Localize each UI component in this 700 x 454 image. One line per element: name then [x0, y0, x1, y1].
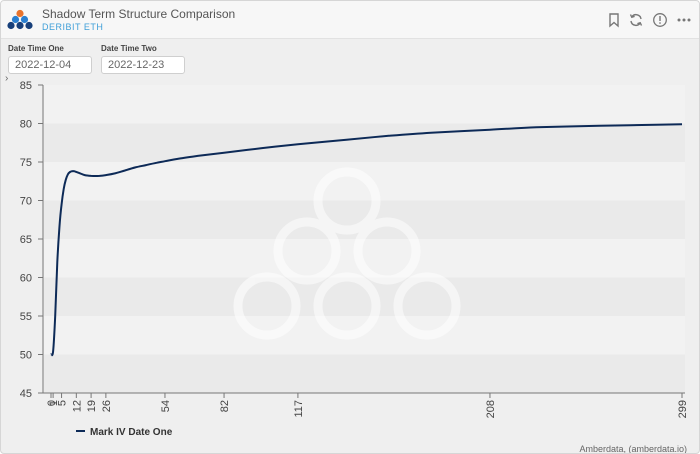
- x-tick-label: 117: [293, 400, 305, 418]
- y-tick-label: 85: [20, 80, 32, 92]
- grid-band: [44, 316, 685, 355]
- x-tick-label: 82: [219, 400, 231, 412]
- legend[interactable]: Mark IV Date One: [76, 427, 173, 438]
- date-one-label: Date Time One: [8, 44, 64, 53]
- y-tick-label: 60: [20, 273, 32, 285]
- x-tick-label: 19: [86, 400, 98, 412]
- grid-band: [44, 123, 685, 162]
- x-tick-label: 1: [48, 400, 60, 406]
- data-credit: Amberdata, (amberdata.io): [579, 444, 687, 454]
- date-two-label: Date Time Two: [101, 44, 157, 53]
- x-tick-label: 26: [101, 400, 113, 412]
- y-tick-label: 80: [20, 119, 32, 131]
- amberdata-logo-icon: [7, 9, 33, 30]
- watermark-logo-icon: [233, 167, 461, 340]
- x-tick-label: 5: [57, 400, 69, 406]
- series-line-mark-iv-date-one: [50, 123, 683, 357]
- refresh-icon[interactable]: [628, 12, 644, 28]
- y-tick-label: 70: [20, 196, 32, 208]
- y-tick-label: 50: [20, 350, 32, 362]
- x-tick-label: 0: [46, 400, 58, 406]
- x-tick-label: 299: [677, 400, 689, 418]
- more-icon[interactable]: [676, 12, 692, 28]
- info-icon[interactable]: [652, 12, 668, 28]
- widget-subtitle: DERIBIT ETH: [42, 22, 104, 32]
- y-tick-label: 45: [20, 388, 32, 400]
- date-two-input[interactable]: [101, 56, 185, 74]
- grid-band: [44, 85, 685, 124]
- x-tick-label: 208: [485, 400, 497, 418]
- bookmark-icon[interactable]: [606, 12, 622, 28]
- widget-header: Shadow Term Structure Comparison DERIBIT…: [1, 1, 699, 39]
- x-tick-label: 12: [71, 400, 83, 412]
- legend-label: Mark IV Date One: [90, 427, 173, 438]
- y-tick-label: 55: [20, 311, 32, 323]
- date-one-input[interactable]: [8, 56, 92, 74]
- expand-chevron-icon[interactable]: ›: [5, 73, 9, 84]
- grid-band: [44, 354, 685, 393]
- y-tick-label: 75: [20, 157, 32, 169]
- y-tick-label: 65: [20, 234, 32, 246]
- widget-title: Shadow Term Structure Comparison: [42, 7, 236, 21]
- x-tick-label: 54: [160, 400, 172, 412]
